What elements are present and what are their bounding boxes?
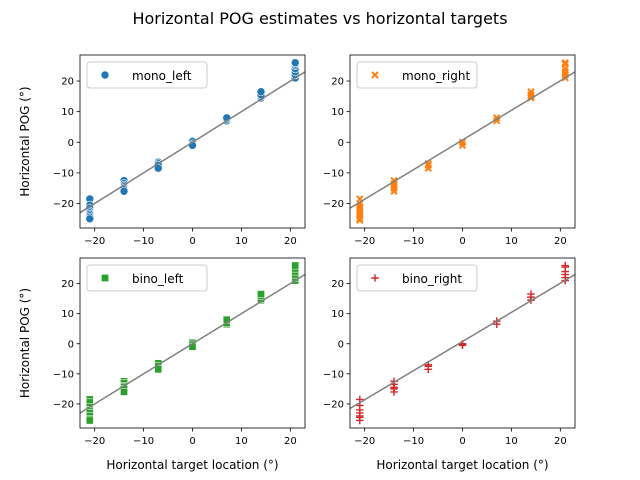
data-point [561, 60, 569, 68]
y-tick-label: 10 [331, 107, 344, 118]
legend: bino_right [356, 264, 478, 292]
plot-area [350, 58, 575, 225]
data-point [291, 261, 300, 270]
data-point [527, 290, 535, 298]
x-tick-label: 10 [235, 236, 248, 247]
y-tick-label: −20 [323, 399, 344, 410]
subplot-top-left: −20 −10 0 10 20 −20 −10 0 10 20 Horizontal POG (°)… [18, 54, 306, 247]
y-tick-label: 20 [61, 279, 74, 290]
x-tick-label: 0 [459, 436, 465, 447]
y-tick-label: −20 [53, 399, 74, 410]
subplot-bottom-right: −20 −10 0 10 20 −20 −10 0 10 20 Horizontal target … [323, 257, 576, 472]
legend-marker [101, 274, 109, 282]
data-point [390, 388, 398, 396]
legend-marker [371, 274, 379, 282]
data-point [257, 290, 265, 298]
data-point [256, 87, 266, 97]
legend-marker [100, 70, 110, 80]
fit-line [350, 273, 575, 410]
legend: mono_left [86, 61, 208, 89]
plot-area [80, 261, 305, 425]
data-point [458, 141, 467, 150]
x-tick-label: 10 [505, 236, 518, 247]
y-tick-label: −10 [53, 168, 74, 179]
legend-label: bino_right [402, 272, 462, 286]
x-tick-label: 0 [189, 436, 195, 447]
data-point [119, 186, 129, 196]
x-tick-label: 20 [554, 436, 567, 447]
figure-title: Horizontal POG estimates vs horizontal t… [132, 9, 507, 28]
x-tick-label: −10 [133, 236, 154, 247]
y-tick-label: 0 [338, 339, 344, 350]
x-tick-label: 20 [284, 236, 297, 247]
legend-box [86, 264, 208, 292]
x-axis-label: Horizontal target location (°) [376, 458, 548, 472]
data-point [527, 88, 535, 96]
legend-label: mono_right [402, 69, 470, 83]
legend: bino_left [86, 264, 208, 292]
legend-marker [371, 71, 379, 79]
x-tick-label: 0 [459, 236, 465, 247]
data-point [356, 216, 364, 225]
fit-line [80, 273, 305, 414]
plot-area [350, 261, 575, 425]
y-tick-label: 20 [61, 77, 74, 88]
y-tick-label: 10 [331, 309, 344, 320]
x-tick-label: 10 [505, 436, 518, 447]
legend-box [86, 61, 208, 89]
data-point [120, 388, 128, 396]
y-tick-label: 10 [61, 107, 74, 118]
data-point [85, 416, 94, 425]
fit-line [350, 71, 575, 209]
x-tick-label: 20 [554, 236, 567, 247]
y-tick-label: −20 [323, 199, 344, 210]
y-tick-label: −10 [53, 369, 74, 380]
data-point [85, 214, 95, 224]
legend-box [356, 264, 478, 292]
y-tick-label: 20 [331, 279, 344, 290]
x-tick-label: −20 [84, 436, 105, 447]
x-tick-label: −20 [84, 236, 105, 247]
x-tick-label: −10 [403, 236, 424, 247]
data-point [424, 164, 432, 172]
legend-label: bino_left [132, 272, 184, 286]
subplot-bottom-left: −20 −10 0 10 20 −20 −10 0 10 20 Horizontal target … [18, 257, 306, 472]
legend: mono_right [356, 61, 478, 89]
x-tick-label: −10 [133, 436, 154, 447]
subplot-grid: −20 −10 0 10 20 −20 −10 0 10 20 Horizontal POG (°)… [18, 54, 576, 472]
plot-area [80, 58, 305, 224]
data-point [154, 365, 163, 374]
x-axis-label: Horizontal target location (°) [106, 458, 278, 472]
x-tick-label: 20 [284, 436, 297, 447]
subplot-top-right: −20 −10 0 10 20 −20 −10 0 10 20 mono_right [323, 54, 576, 247]
data-point [561, 261, 570, 270]
x-tick-label: 10 [235, 436, 248, 447]
y-tick-label: 10 [61, 309, 74, 320]
x-tick-label: −20 [354, 436, 375, 447]
x-tick-label: −20 [354, 236, 375, 247]
y-axis-label: Horizontal POG (°) [18, 86, 32, 196]
y-tick-label: 20 [331, 77, 344, 88]
data-point [458, 341, 467, 350]
y-tick-label: −10 [323, 369, 344, 380]
y-tick-label: −20 [53, 199, 74, 210]
y-tick-label: 0 [338, 138, 344, 149]
y-tick-label: 0 [68, 339, 74, 350]
data-point [355, 416, 364, 425]
y-tick-label: −10 [323, 168, 344, 179]
y-tick-label: 0 [68, 138, 74, 149]
data-point [390, 187, 398, 195]
data-point [356, 215, 364, 223]
legend-label: mono_left [132, 69, 192, 83]
data-point [424, 365, 433, 374]
data-point [561, 58, 569, 67]
y-axis-label: Horizontal POG (°) [18, 288, 32, 398]
x-tick-label: −10 [403, 436, 424, 447]
x-tick-label: 0 [189, 236, 195, 247]
fit-line [80, 71, 305, 214]
data-point [290, 58, 300, 67]
legend-box [356, 61, 478, 89]
